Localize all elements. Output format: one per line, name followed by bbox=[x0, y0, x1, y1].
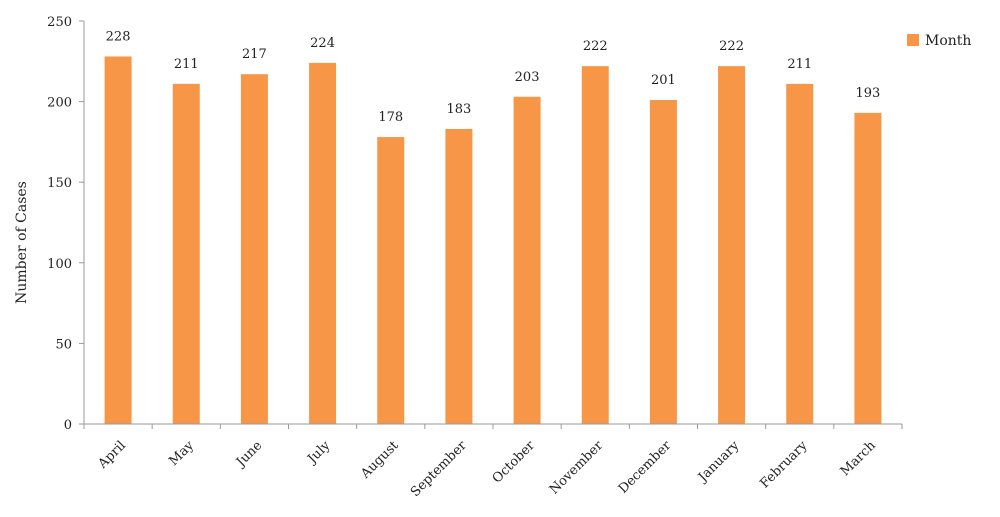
bar-value-label: 222 bbox=[719, 39, 744, 54]
x-tick-label: June bbox=[232, 438, 265, 471]
y-tick-label: 100 bbox=[47, 257, 72, 272]
bar bbox=[513, 96, 541, 424]
x-tick-label: April bbox=[95, 438, 129, 472]
bar bbox=[172, 83, 200, 425]
legend-swatch bbox=[907, 34, 919, 46]
y-tick-label: 250 bbox=[47, 15, 72, 30]
bar bbox=[581, 66, 609, 425]
x-tick-label: July bbox=[304, 438, 334, 468]
bar bbox=[649, 99, 677, 424]
y-tick-label: 50 bbox=[55, 337, 72, 352]
bar-value-label: 211 bbox=[787, 57, 812, 72]
bars-group bbox=[104, 56, 882, 425]
bar bbox=[854, 112, 882, 424]
bar-value-label: 193 bbox=[856, 86, 881, 101]
bar bbox=[104, 56, 132, 425]
x-tick-label: January bbox=[694, 438, 743, 487]
y-tick-label: 0 bbox=[64, 418, 72, 433]
x-tick-label: March bbox=[838, 438, 879, 479]
y-tick-label: 150 bbox=[47, 176, 72, 191]
x-axis: April May June July August September October No… bbox=[83, 423, 903, 500]
bar bbox=[718, 66, 746, 425]
bar bbox=[240, 74, 268, 425]
data-labels-group: 228 211 217 224 178 183 203 222 201 222 211 193 bbox=[106, 29, 881, 125]
bar-value-label: 203 bbox=[515, 70, 540, 85]
bar-value-label: 224 bbox=[310, 36, 335, 51]
legend: Month bbox=[907, 33, 971, 49]
x-tick-label: November bbox=[547, 438, 607, 498]
y-tick-label: 200 bbox=[47, 96, 72, 111]
bar-value-label: 178 bbox=[378, 110, 403, 125]
bar bbox=[445, 129, 473, 424]
x-tick-label: August bbox=[357, 438, 402, 483]
legend-label: Month bbox=[925, 33, 971, 49]
x-tick-label: September bbox=[408, 438, 470, 500]
bar bbox=[309, 62, 337, 425]
bar-value-label: 217 bbox=[242, 47, 267, 62]
x-tick-label: May bbox=[166, 438, 197, 469]
y-axis-title: Number of Cases bbox=[14, 181, 30, 304]
bar-value-label: 222 bbox=[583, 39, 608, 54]
bar-value-label: 201 bbox=[651, 73, 676, 88]
x-tick-label: December bbox=[616, 438, 675, 497]
bar bbox=[786, 83, 814, 425]
y-axis: 0 50 100 150 200 250 bbox=[47, 15, 85, 433]
bar bbox=[377, 137, 405, 424]
x-tick-label: October bbox=[490, 438, 539, 487]
x-tick-label: February bbox=[757, 438, 811, 492]
bar-value-label: 228 bbox=[106, 29, 131, 44]
bar-value-label: 211 bbox=[174, 57, 199, 72]
bar-value-label: 183 bbox=[447, 102, 472, 117]
